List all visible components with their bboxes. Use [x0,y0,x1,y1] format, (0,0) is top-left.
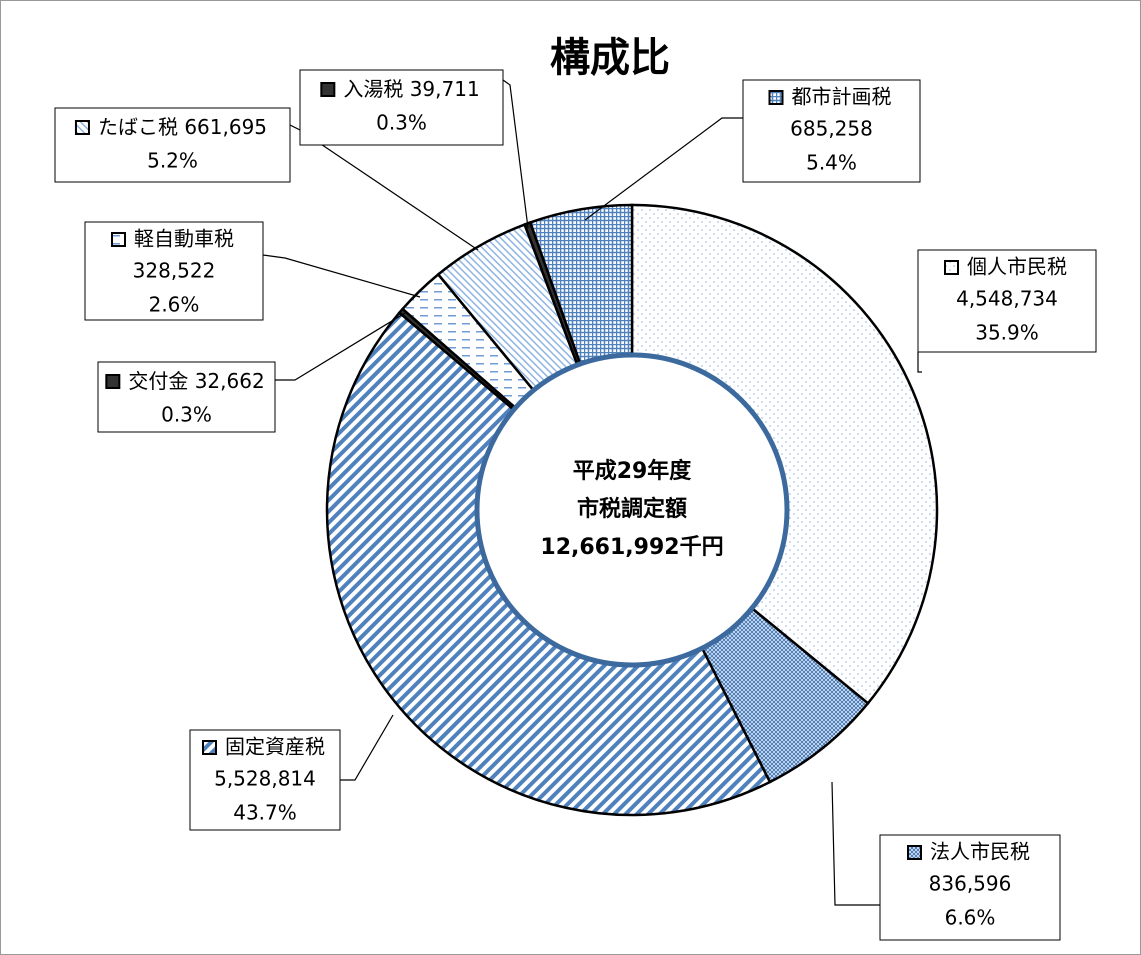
data-label-name: 個人市民税 [967,255,1067,279]
data-label-name: 入湯税 [343,77,403,101]
data-label-line: 交付金 32,662 [128,369,264,393]
legend-key [320,82,336,97]
data-label-line: たばこ税 661,695 [98,115,267,139]
leader-line [262,254,421,298]
data-label-value: 661,695 [184,115,267,139]
legend-key [907,845,922,860]
label-box [97,361,276,433]
legend-key [768,90,784,105]
data-label-percent: 35.9% [975,321,1039,345]
leader-line [275,312,406,381]
data-label-value: 39,711 [410,77,480,101]
data-label-name: たばこ税 [98,115,178,139]
leader-line [502,79,529,229]
label-box [189,729,341,831]
donut-hole [474,352,790,668]
chart-title: 構成比 [550,35,670,81]
data-label-name: 固定資産税 [225,735,325,759]
data-label-percent: 0.3% [376,111,427,135]
data-label-value: 4,548,734 [956,287,1058,311]
leader-line [340,714,394,781]
data-label-percent: 5.2% [147,149,198,173]
legend-key [74,120,90,135]
legend-key [105,374,121,389]
leader-line [917,352,922,373]
center-text: 平成29年度 [573,458,693,484]
data-label-name: 都市計画税 [792,85,892,109]
label-box [54,107,291,183]
data-label-value: 685,258 [790,117,873,141]
center-text: 12,661,992千円 [540,535,723,560]
legend-key [944,260,959,275]
data-label-percent: 6.6% [945,906,996,930]
legend-key [202,740,217,755]
data-label-value: 5,528,814 [214,767,316,791]
data-label-value: 836,596 [929,872,1012,896]
data-label-name: 交付金 [128,369,188,393]
leader-line [831,781,880,906]
data-label-value: 32,662 [195,369,265,393]
data-label-percent: 0.3% [161,403,212,427]
data-label-percent: 43.7% [233,801,297,825]
data-label-name: 法人市民税 [930,840,1030,864]
leader-line [584,117,743,221]
data-label-name: 軽自動車税 [134,227,234,251]
data-label-line: 入湯税 39,711 [343,77,479,101]
data-label-percent: 2.6% [149,293,200,317]
legend-key [111,232,126,247]
data-label-value: 328,522 [133,259,216,283]
center-text: 市税調定額 [577,496,687,522]
data-label-percent: 5.4% [806,151,857,175]
